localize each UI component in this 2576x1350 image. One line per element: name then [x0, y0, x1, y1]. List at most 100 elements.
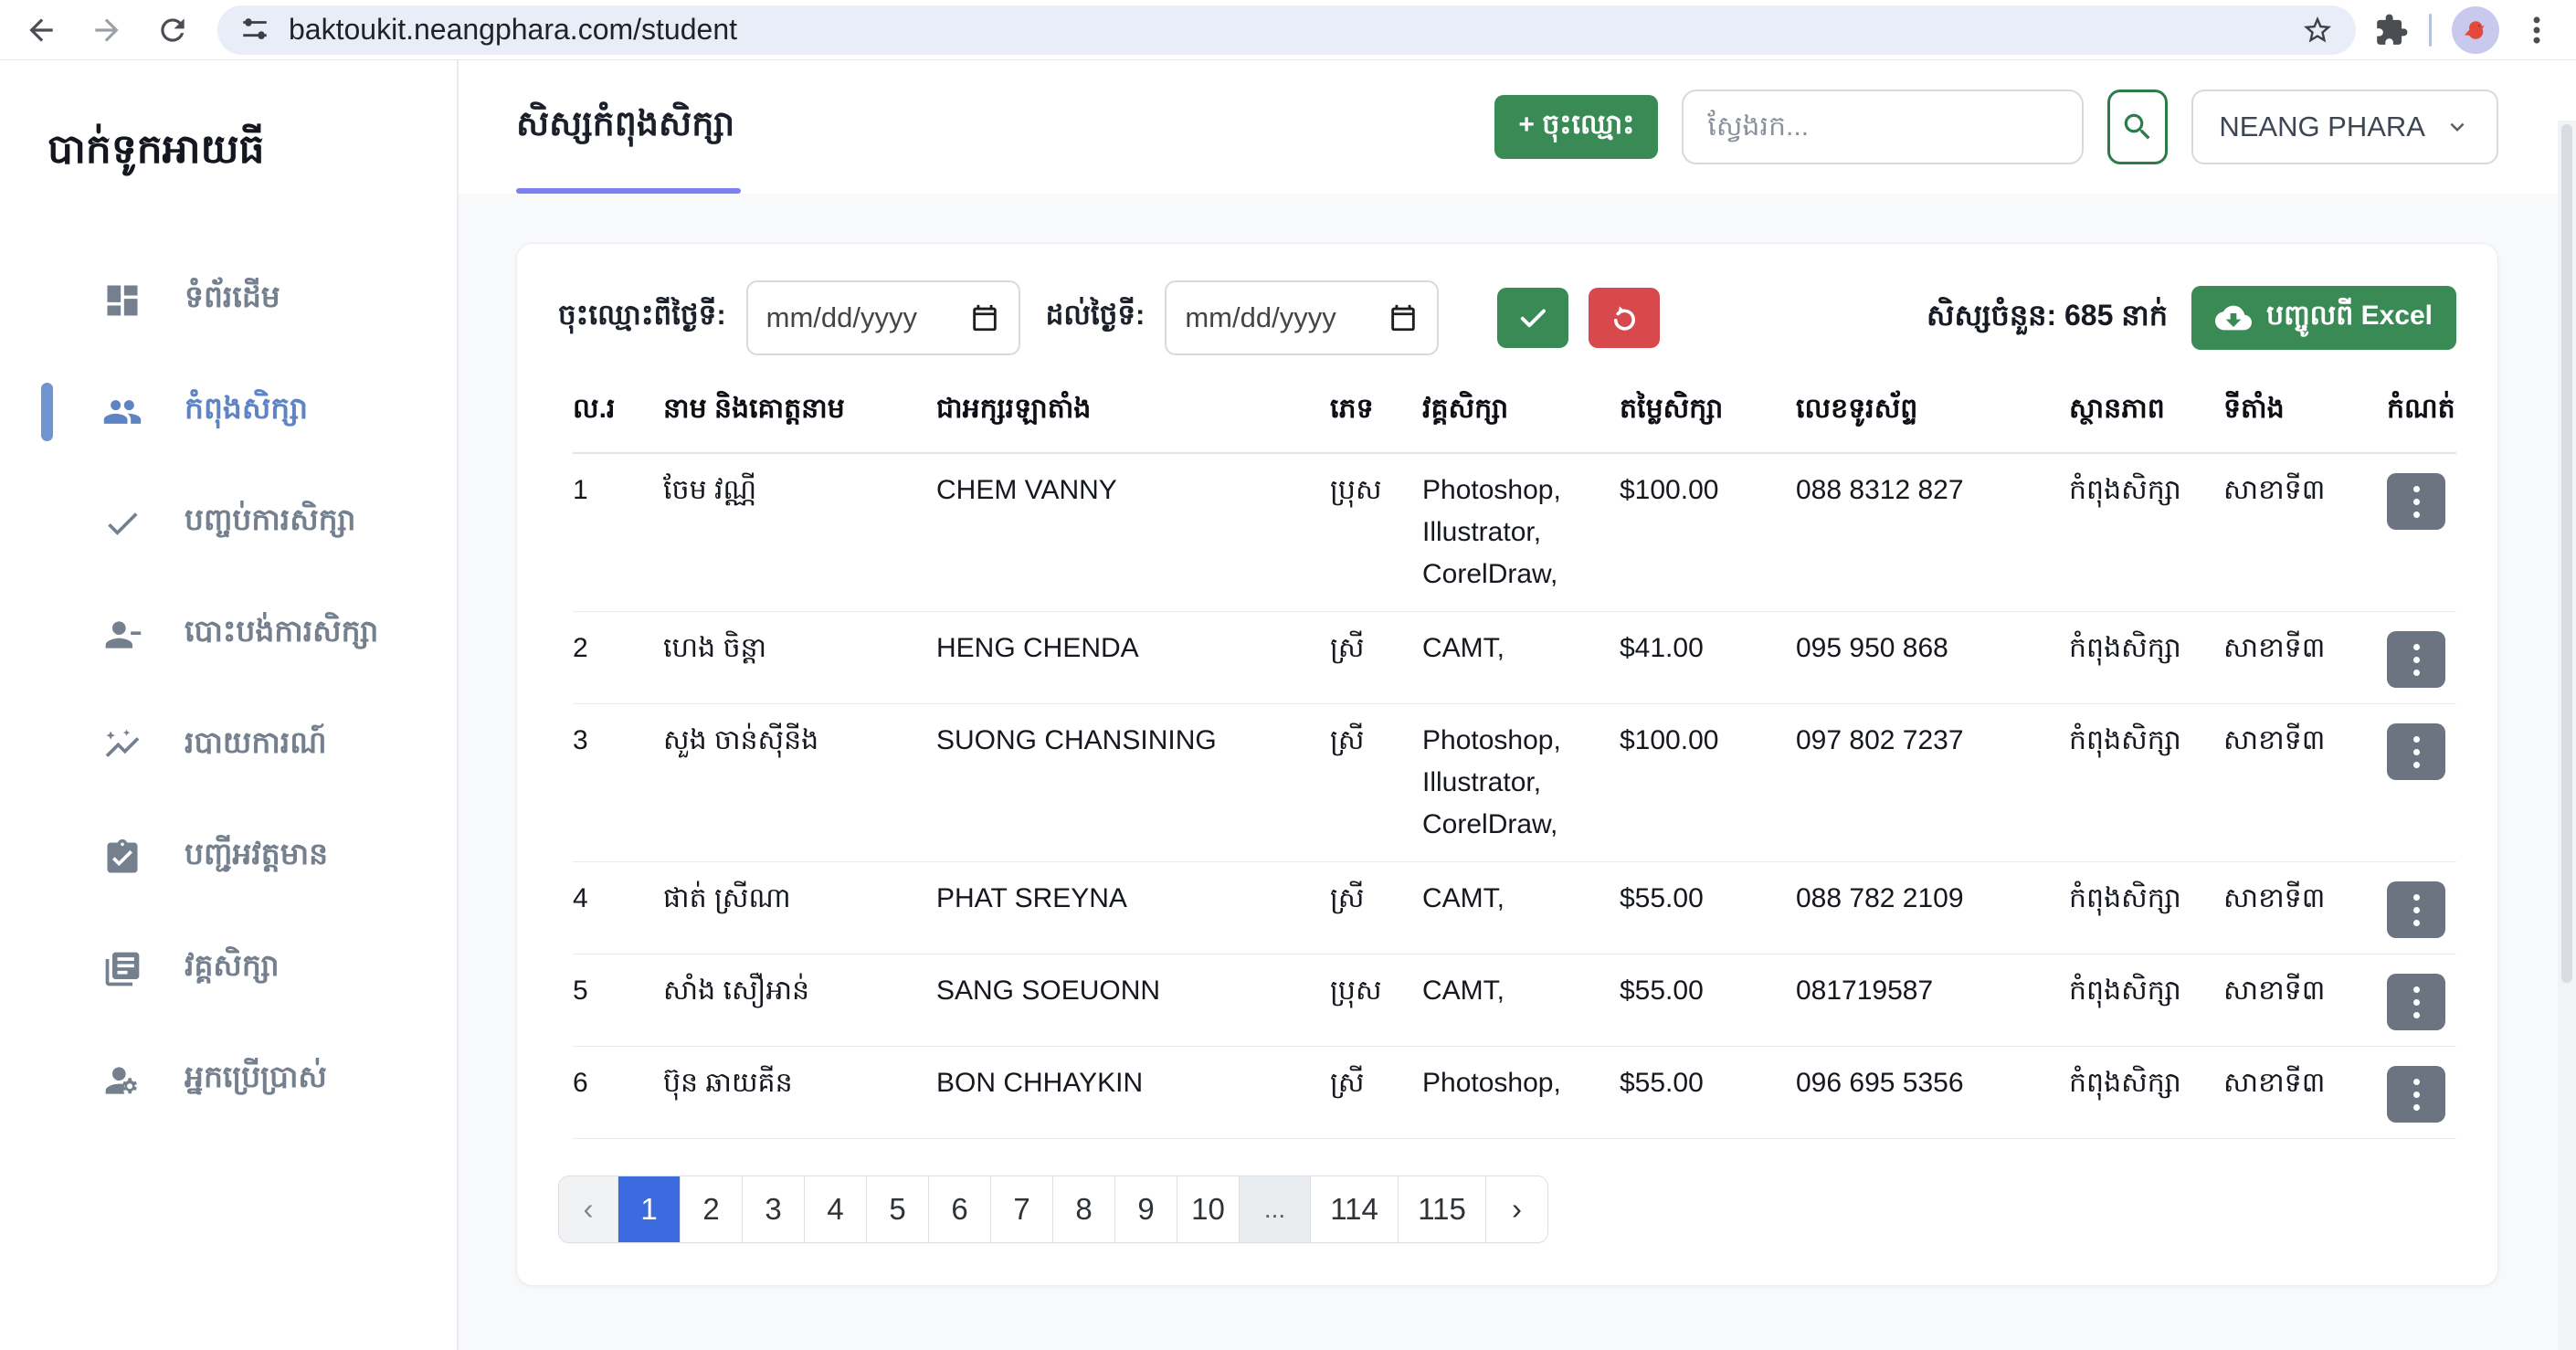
cell-status: កំពុងសិក្សា	[2069, 475, 2181, 505]
page-ellipsis: ...	[1239, 1176, 1310, 1242]
cell-name-km: សួង ចាន់ស៊ីនីង	[663, 725, 819, 755]
scrollbar-thumb[interactable]	[2561, 124, 2572, 983]
courses-icon	[102, 949, 143, 989]
page-button-2[interactable]: 2	[680, 1176, 742, 1242]
cell-status: កំពុងសិក្សា	[2069, 725, 2181, 755]
sidebar-item-reports[interactable]: របាយការណ៍	[0, 691, 457, 802]
bookmark-star-icon[interactable]	[2301, 14, 2334, 47]
students-icon	[102, 392, 143, 432]
register-button[interactable]: + ចុះឈ្មោះ	[1494, 95, 1659, 159]
cell-fee: $55.00	[1620, 1068, 1704, 1098]
sidebar-item-dropped[interactable]: បោះបង់ការសិក្សា	[0, 579, 457, 691]
site-settings-icon[interactable]	[239, 15, 270, 46]
users-icon	[102, 1060, 143, 1101]
table-row: 5 សាំង សឿអាន់ SANG SOEUONN ប្រុស CAMT, $…	[573, 954, 2456, 1047]
check-icon	[102, 503, 143, 543]
user-menu[interactable]: NEANG PHARA	[2191, 90, 2498, 164]
cell-name-latin: CHEM VANNY	[936, 475, 1117, 505]
cell-course: CAMT,	[1422, 976, 1504, 1006]
browser-toolbar: baktoukit.neangphara.com/student	[0, 0, 2576, 60]
browser-menu-icon[interactable]	[2519, 13, 2554, 47]
cell-status: កំពុងសិក្សា	[2069, 1068, 2181, 1098]
cell-phone: 088 782 2109	[1796, 883, 1964, 913]
page-next-button[interactable]: ›	[1485, 1176, 1547, 1242]
calendar-icon	[1391, 304, 1416, 332]
cell-gender: ស្រី	[1330, 883, 1365, 913]
cell-gender: ស្រី	[1330, 725, 1365, 755]
cell-no: 4	[573, 883, 588, 913]
page-button-7[interactable]: 7	[990, 1176, 1052, 1242]
sidebar-item-studying[interactable]: កំពុងសិក្សា	[0, 356, 457, 468]
apply-filter-button[interactable]	[1497, 288, 1569, 348]
cloud-download-icon	[2215, 305, 2253, 331]
sidebar-item-users[interactable]: អ្នកប្រើប្រាស់	[0, 1025, 457, 1136]
to-date-label: ដល់ថ្ងៃទី:	[1045, 298, 1145, 331]
from-date-label: ចុះឈ្មោះពីថ្ងៃទី:	[558, 298, 726, 331]
col-header-status: ស្ថានភាព	[2069, 394, 2165, 424]
cell-fee: $55.00	[1620, 883, 1704, 913]
cell-name-km: ហេង ចិន្ដា	[663, 633, 767, 663]
sidebar: បាក់ទូកអាយធី ទំព័រដើម កំពុងសិក្សា បញ្ចប់…	[0, 60, 459, 1350]
reset-filter-button[interactable]	[1589, 288, 1661, 348]
page-button-10[interactable]: 10	[1177, 1176, 1239, 1242]
from-date-input[interactable]: mm/dd/yyyy	[745, 280, 1020, 355]
cell-course: CAMT,	[1422, 633, 1504, 663]
row-actions-button[interactable]	[2387, 1066, 2445, 1123]
cell-status: កំពុងសិក្សា	[2069, 633, 2181, 663]
cell-no: 3	[573, 725, 588, 755]
cell-name-km: ផាត់ ស្រីណា	[663, 883, 791, 913]
page-button-4[interactable]: 4	[804, 1176, 866, 1242]
page-button-115[interactable]: 115	[1398, 1176, 1485, 1242]
cell-name-latin: SANG SOEUONN	[936, 976, 1161, 1006]
back-icon[interactable]	[24, 13, 58, 47]
row-actions-button[interactable]	[2387, 723, 2445, 780]
page-button-114[interactable]: 114	[1310, 1176, 1398, 1242]
sidebar-item-label: វគ្គសិក្សា	[185, 948, 280, 982]
page-button-5[interactable]: 5	[866, 1176, 928, 1242]
cell-fee: $55.00	[1620, 976, 1704, 1006]
to-date-input[interactable]: mm/dd/yyyy	[1165, 280, 1440, 355]
url-text[interactable]: baktoukit.neangphara.com/student	[289, 13, 737, 46]
search-button[interactable]	[2107, 90, 2169, 164]
col-header-course: វគ្គសិក្សា	[1422, 394, 1509, 424]
sidebar-item-graduated[interactable]: បញ្ចប់ការសិក្សា	[0, 468, 457, 579]
page-button-3[interactable]: 3	[742, 1176, 804, 1242]
sidebar-item-home[interactable]: ទំព័រដើម	[0, 245, 457, 356]
calendar-icon	[972, 304, 997, 332]
sidebar-item-courses[interactable]: វគ្គសិក្សា	[0, 913, 457, 1025]
page-scrollbar[interactable]	[2558, 121, 2576, 1350]
page-button-6[interactable]: 6	[928, 1176, 990, 1242]
table-row: 1 ចែម វណ្ណី CHEM VANNY ប្រុស Photoshop, …	[573, 454, 2456, 612]
person-remove-icon	[102, 615, 143, 655]
cell-status: កំពុងសិក្សា	[2069, 976, 2181, 1006]
cell-course: Photoshop,	[1422, 1068, 1561, 1098]
title-underline	[516, 188, 741, 194]
extensions-icon[interactable]	[2374, 13, 2409, 47]
forward-icon[interactable]	[90, 13, 124, 47]
address-bar[interactable]: baktoukit.neangphara.com/student	[217, 5, 2356, 55]
student-count: សិស្សចំនួន: 685 នាក់	[1927, 298, 2169, 332]
sidebar-item-attendance[interactable]: បញ្ជីអវត្តមាន	[0, 802, 457, 913]
row-actions-button[interactable]	[2387, 631, 2445, 688]
page-button-9[interactable]: 9	[1114, 1176, 1177, 1242]
toolbar-divider	[2429, 13, 2432, 47]
page-button-1[interactable]: 1	[618, 1176, 680, 1242]
sidebar-item-label: របាយការណ៍	[185, 725, 327, 759]
user-name: NEANG PHARA	[2219, 111, 2425, 142]
col-header-no: ល.រ	[573, 394, 616, 424]
cell-gender: ស្រី	[1330, 1068, 1365, 1098]
row-actions-button[interactable]	[2387, 974, 2445, 1030]
page-prev-button[interactable]: ‹	[559, 1176, 618, 1242]
reload-icon[interactable]	[155, 13, 190, 47]
search-input[interactable]	[1682, 90, 2085, 164]
page-button-8[interactable]: 8	[1052, 1176, 1114, 1242]
row-actions-button[interactable]	[2387, 881, 2445, 938]
cell-name-km: សាំង សឿអាន់	[663, 976, 810, 1006]
table-row: 3 សួង ចាន់ស៊ីនីង SUONG CHANSINING ស្រី P…	[573, 704, 2456, 862]
to-date-value: mm/dd/yyyy	[1185, 301, 1336, 333]
checkmark-icon	[1521, 309, 1547, 328]
excel-export-button[interactable]: បញ្ចូលពី Excel	[2191, 286, 2456, 350]
col-header-name-km: នាម និងគោត្តនាម	[663, 394, 845, 424]
profile-avatar[interactable]	[2452, 5, 2499, 54]
row-actions-button[interactable]	[2387, 473, 2445, 530]
